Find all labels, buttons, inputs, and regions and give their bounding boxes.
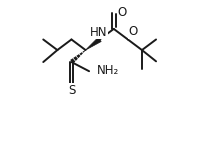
Polygon shape	[80, 52, 83, 55]
Polygon shape	[86, 38, 101, 50]
Polygon shape	[76, 54, 80, 58]
Text: O: O	[118, 6, 127, 19]
Polygon shape	[70, 58, 75, 64]
Polygon shape	[83, 50, 85, 53]
Text: S: S	[68, 84, 76, 97]
Polygon shape	[73, 56, 78, 61]
Text: O: O	[128, 25, 138, 38]
Text: NH₂: NH₂	[97, 64, 119, 77]
Text: HN: HN	[90, 26, 108, 39]
